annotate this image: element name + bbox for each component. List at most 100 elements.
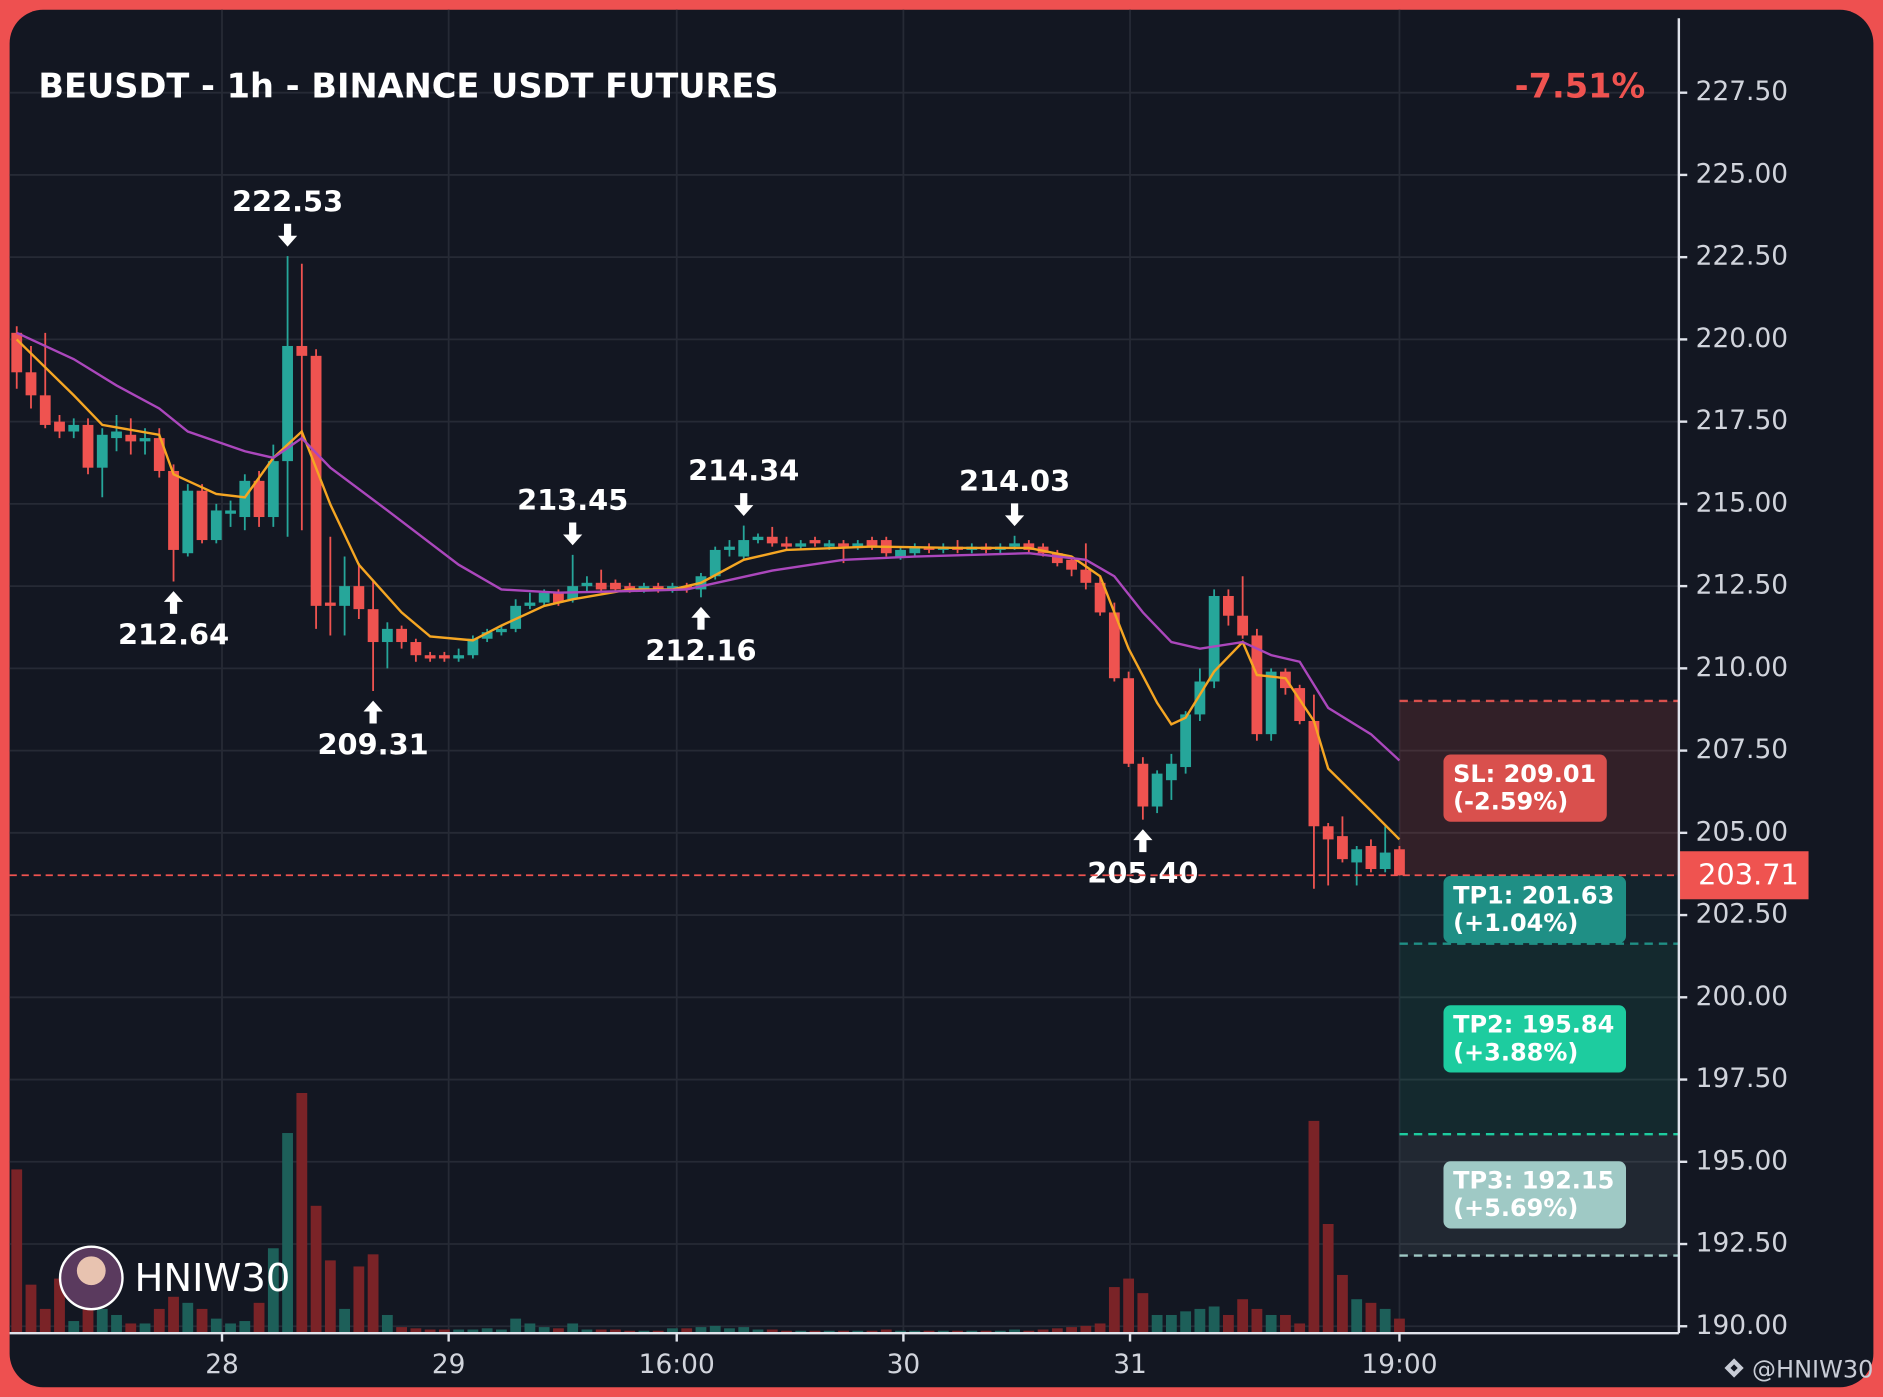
extreme-arrow bbox=[734, 493, 754, 516]
candle-body bbox=[1379, 852, 1391, 870]
candle-body bbox=[752, 536, 764, 541]
volume-bar bbox=[1351, 1299, 1363, 1334]
candle-body bbox=[1194, 681, 1206, 715]
level-box bbox=[1443, 754, 1607, 822]
candle-body bbox=[111, 431, 122, 439]
volume-bar bbox=[880, 1329, 892, 1334]
candle-body bbox=[1351, 849, 1363, 863]
avatar-face bbox=[76, 1256, 106, 1286]
candle-body bbox=[438, 655, 450, 659]
volume-bar bbox=[111, 1314, 122, 1334]
volume-bar bbox=[823, 1330, 835, 1334]
x-tick-label: 16:00 bbox=[639, 1349, 715, 1380]
volume-bar bbox=[1066, 1327, 1077, 1334]
candle-body bbox=[510, 605, 522, 629]
candle-body bbox=[538, 592, 550, 603]
x-tick-label: 29 bbox=[432, 1349, 466, 1380]
volume-bar bbox=[453, 1329, 465, 1334]
candle-body bbox=[1265, 671, 1277, 735]
candle-body bbox=[1137, 763, 1149, 807]
candle-body bbox=[553, 592, 564, 603]
volume-bar bbox=[781, 1330, 792, 1334]
candle-body bbox=[282, 345, 293, 462]
volume-bar bbox=[966, 1330, 978, 1334]
volume-bar bbox=[766, 1329, 778, 1334]
volume-bar bbox=[994, 1330, 1006, 1334]
candle-body bbox=[54, 421, 65, 432]
plot bbox=[11, 256, 1405, 889]
volume-bar bbox=[1094, 1323, 1106, 1334]
candle-body bbox=[82, 424, 94, 468]
candle-body bbox=[1337, 836, 1348, 860]
candle-body bbox=[267, 461, 279, 518]
last-price-box bbox=[1678, 851, 1809, 900]
candle-body bbox=[453, 655, 465, 659]
volume-bar bbox=[353, 1266, 365, 1334]
candle-body bbox=[196, 490, 208, 541]
volume-bar bbox=[253, 1302, 265, 1334]
y-tick-label: 225.00 bbox=[1696, 158, 1788, 189]
candle-body bbox=[495, 628, 507, 633]
x-tick-label: 31 bbox=[1113, 1349, 1147, 1380]
candle-body bbox=[624, 586, 636, 590]
extreme-label: 209.31 bbox=[318, 727, 429, 761]
volume-bar bbox=[581, 1329, 593, 1334]
candle-body bbox=[68, 424, 80, 432]
volume-bar bbox=[196, 1308, 208, 1334]
candle-body bbox=[595, 582, 607, 590]
candle-body bbox=[1308, 720, 1320, 827]
volume-bar bbox=[296, 1092, 308, 1334]
volume-bar bbox=[866, 1330, 878, 1334]
volume-bar bbox=[381, 1314, 393, 1334]
y-tick-label: 200.00 bbox=[1696, 981, 1788, 1012]
candle-body bbox=[168, 470, 179, 550]
candle-body bbox=[709, 549, 721, 577]
candle-body bbox=[253, 480, 265, 518]
candle-body bbox=[481, 632, 493, 639]
extreme-label: 214.34 bbox=[688, 454, 799, 488]
volume-bar bbox=[838, 1330, 849, 1334]
candle-body bbox=[1394, 849, 1405, 876]
volume-bar bbox=[1037, 1329, 1049, 1334]
volume-bar bbox=[182, 1302, 194, 1334]
candle-body bbox=[795, 543, 807, 547]
extreme-arrow bbox=[163, 591, 184, 614]
volume-bar bbox=[210, 1318, 222, 1334]
extreme-label: 205.40 bbox=[1087, 856, 1198, 890]
candle-body bbox=[396, 628, 408, 643]
level-label: TP2: 195.84 bbox=[1453, 1011, 1614, 1039]
change-label: -7.51% bbox=[1515, 66, 1646, 105]
extreme-label: 212.16 bbox=[645, 634, 756, 668]
volume-bar bbox=[310, 1205, 322, 1334]
candle-body bbox=[424, 655, 436, 659]
x-tick-label: 28 bbox=[205, 1349, 239, 1380]
volume-bar bbox=[1337, 1274, 1348, 1334]
y-tick-label: 215.00 bbox=[1696, 487, 1788, 518]
volume-bar bbox=[1208, 1306, 1220, 1334]
volume-bar bbox=[282, 1133, 293, 1334]
candle-body bbox=[125, 434, 137, 442]
volume-bar bbox=[695, 1327, 707, 1334]
volume-bar bbox=[524, 1323, 536, 1334]
candle-body bbox=[467, 638, 479, 656]
y-tick-label: 222.50 bbox=[1696, 241, 1788, 272]
volume-bar bbox=[225, 1323, 236, 1334]
volume-bar bbox=[1280, 1314, 1291, 1334]
volume-bar bbox=[852, 1330, 864, 1334]
volume-bar bbox=[339, 1308, 350, 1334]
volume-bar bbox=[367, 1254, 379, 1334]
candle-body bbox=[652, 586, 664, 590]
candle-body bbox=[1151, 773, 1163, 807]
candle-body bbox=[1208, 595, 1220, 682]
volume-bar bbox=[1151, 1314, 1163, 1334]
chart-title: BEUSDT - 1h - BINANCE USDT FUTURES bbox=[38, 66, 778, 105]
panel bbox=[9, 9, 1874, 1388]
volume-bar bbox=[681, 1328, 693, 1334]
volume-bar bbox=[1365, 1302, 1377, 1334]
footer-handle: @HNIW30 bbox=[1752, 1355, 1873, 1383]
volume-bar bbox=[68, 1321, 80, 1334]
volume-bar bbox=[1080, 1325, 1092, 1334]
y-tick-label: 217.50 bbox=[1696, 405, 1788, 436]
volume-bar bbox=[168, 1296, 179, 1334]
